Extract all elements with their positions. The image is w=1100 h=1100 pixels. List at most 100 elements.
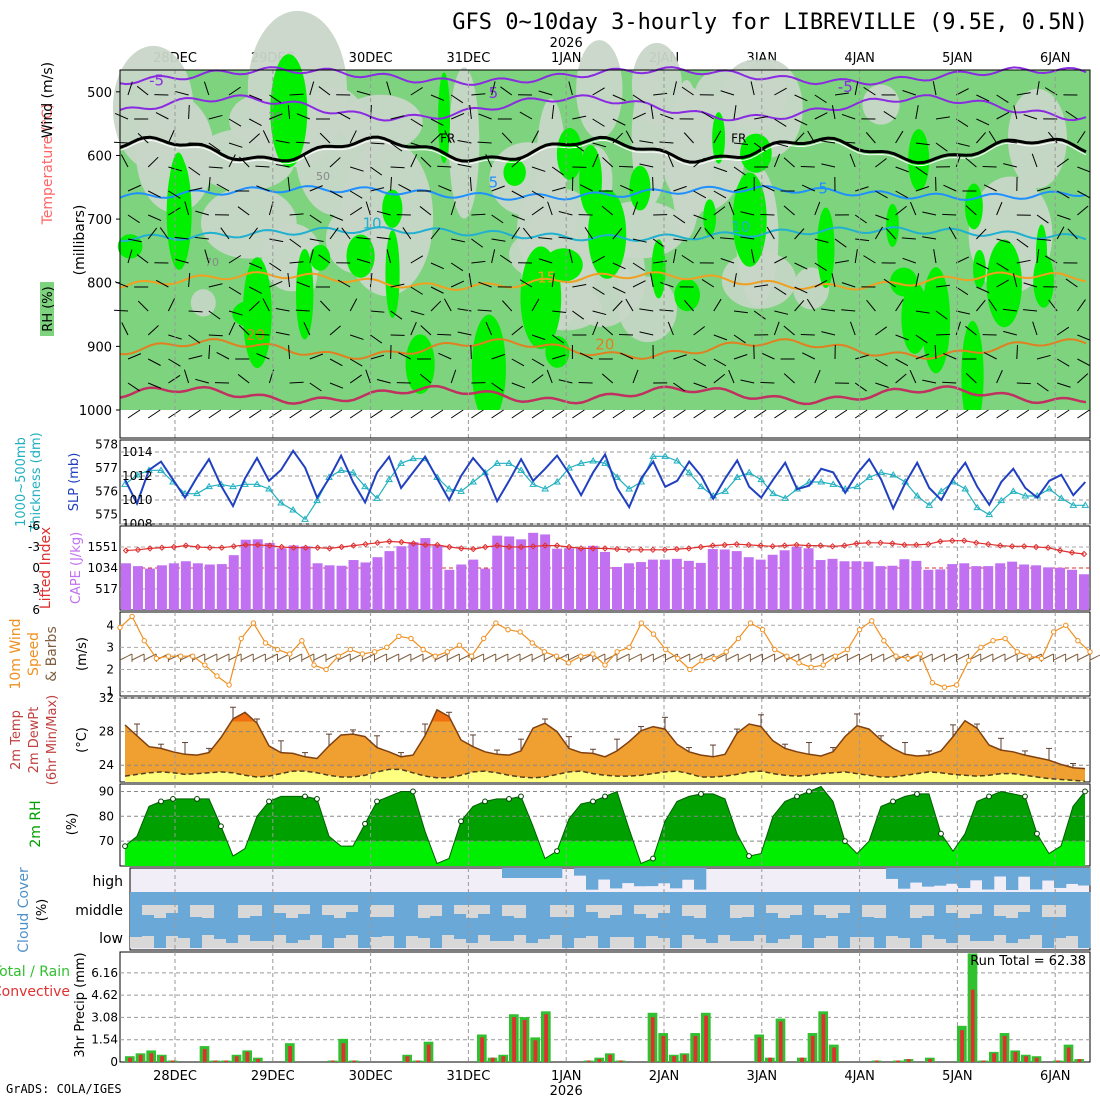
li-point [913, 541, 920, 549]
precip-convective-bar [821, 1014, 826, 1062]
wind-barb [713, 190, 727, 199]
precip-convective-bar [512, 1017, 516, 1062]
wind10-point [687, 666, 693, 673]
wind-barb [296, 281, 310, 288]
wind-barb [204, 249, 210, 264]
wind10-barb [1077, 653, 1091, 661]
thickness-point [961, 485, 970, 492]
wind-barb [592, 321, 599, 336]
wind-barb [511, 227, 521, 240]
profile-temp-label: Temperature (°C) [40, 104, 56, 226]
cape-bar [623, 563, 634, 610]
wind-barb [935, 284, 950, 288]
wind10-barb [750, 653, 763, 661]
thickness-point [361, 482, 369, 490]
wind-barb [773, 321, 780, 336]
wind-barb [410, 255, 424, 264]
wind-barb [237, 374, 250, 384]
wind-barb [457, 140, 472, 144]
cape-bar [192, 563, 203, 610]
wind-barb [356, 237, 371, 240]
wind-barb [673, 238, 688, 242]
wind-barb [863, 86, 876, 96]
cape-bar [564, 548, 575, 610]
wind-barb [935, 116, 950, 120]
wind10-point [238, 635, 244, 642]
wind-barb [760, 213, 775, 216]
cloud-middle-gap [958, 905, 971, 918]
wind-barb [248, 300, 260, 312]
precip-convective-bar [970, 989, 975, 1062]
cloud-high-bar [1066, 868, 1079, 884]
wind10-barb [762, 653, 775, 661]
wind10-tick-label: 1 [106, 685, 114, 699]
cloud-middle-gap [514, 905, 527, 918]
wind10-point [1002, 635, 1008, 642]
thickness-point [985, 510, 994, 518]
wind-barb [558, 236, 573, 240]
wind-barb [295, 141, 310, 144]
wind-barb [255, 165, 270, 168]
cloud-low-gap [994, 935, 1007, 948]
cloud-middle-gap [190, 905, 203, 917]
wind-barb [248, 286, 262, 294]
wind-barb [874, 226, 883, 240]
date-label-bottom: 1JAN [551, 1069, 582, 1084]
isotherm-label: FR [731, 132, 746, 146]
wind-barb [612, 132, 623, 144]
thickness-point [697, 482, 706, 490]
thickness-point [349, 468, 357, 476]
wind10-point [808, 664, 814, 670]
thickness-label-2: Thickness (dm) [29, 432, 44, 532]
cape-bar [420, 538, 431, 610]
rh-point [554, 848, 560, 854]
wind-barb [821, 308, 836, 312]
wind-barb [672, 81, 677, 96]
wind-barb [216, 183, 230, 192]
cloud-low-gap [694, 939, 707, 948]
wind10-point [371, 649, 378, 655]
thickness-point [817, 478, 826, 485]
wind-barb [318, 254, 331, 264]
wind-barb [1065, 278, 1078, 288]
wind10-barb [301, 653, 315, 661]
wind-barb-surface [753, 409, 767, 419]
wind10-point [117, 624, 123, 631]
wind-barb [701, 279, 715, 288]
li-point [865, 539, 872, 547]
cloud-low-gap [226, 943, 239, 948]
cloud-middle-gap [142, 905, 155, 915]
wind10-point [456, 642, 463, 648]
wind-barb [895, 205, 907, 216]
wind-barb [568, 249, 573, 264]
li-point [769, 543, 776, 550]
wind-barb [275, 331, 290, 336]
wind-barb [430, 262, 445, 270]
cloud-low-bar [430, 928, 443, 948]
wind-barb [469, 105, 472, 120]
thickness-point [265, 485, 273, 492]
rh-saturated-region [579, 145, 602, 216]
profile-ylabel: (millibars) [72, 205, 88, 276]
wind-barb [398, 352, 412, 360]
wind-barb [287, 273, 291, 288]
cloud-low-gap [958, 935, 971, 948]
wind-barb [356, 90, 371, 96]
wind10-barb [738, 653, 751, 661]
wind-barb-surface [168, 409, 181, 419]
wind10-point [432, 653, 438, 659]
li-point [1068, 549, 1076, 556]
cloud-low-gap [1006, 943, 1019, 948]
cloud-high-label: high [92, 874, 123, 890]
wind-barb [430, 94, 445, 101]
li-point [182, 542, 190, 549]
wind10-barb [216, 653, 230, 661]
wind-barb [113, 309, 129, 312]
li-point [721, 541, 728, 549]
cloud-middle-gap [250, 905, 263, 916]
rh-dry-region [294, 86, 374, 216]
date-label-top: 5JAN [942, 51, 973, 66]
li-point [146, 545, 154, 552]
cloud-low-gap [514, 935, 527, 948]
cloud-middle-gap [946, 905, 959, 913]
